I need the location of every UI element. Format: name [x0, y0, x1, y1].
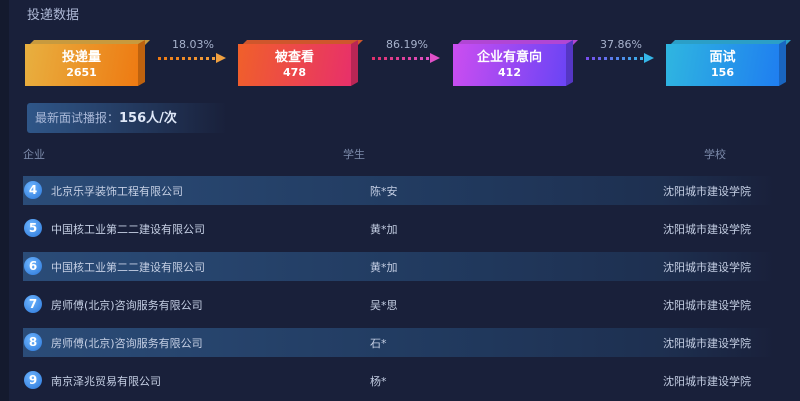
rank-badge: 4: [24, 181, 42, 199]
stage-value: 2651: [66, 66, 97, 79]
table-row[interactable]: 4 北京乐孚装饰工程有限公司 陈*安 沈阳城市建设学院: [23, 176, 775, 205]
banner-unit: 人/次: [146, 111, 177, 126]
rank-badge: 7: [24, 295, 42, 313]
school-cell: 沈阳城市建设学院: [663, 299, 751, 312]
funnel-stage[interactable]: 面试 156: [666, 39, 791, 86]
header-student[interactable]: 学生: [343, 148, 365, 161]
box-side: [138, 39, 145, 86]
student-cell: 黄*加: [370, 223, 398, 236]
company-cell: 房师傅(北京)咨询服务有限公司: [51, 337, 203, 350]
school-cell: 沈阳城市建设学院: [663, 223, 751, 236]
arrow-head-icon: [430, 53, 440, 63]
stage-value: 478: [283, 66, 306, 79]
table-row[interactable]: 5 中国核工业第二二建设有限公司 黄*加 沈阳城市建设学院: [23, 214, 775, 243]
banner-count: 156: [119, 111, 147, 126]
school-cell: 沈阳城市建设学院: [663, 375, 751, 388]
section-title: 投递数据: [27, 8, 80, 23]
dotted-line: [372, 57, 430, 60]
student-cell: 吴*思: [370, 299, 398, 312]
stage-label: 投递量: [61, 50, 101, 65]
conversion-arrow: 37.86%: [586, 38, 656, 68]
box-side: [566, 39, 573, 86]
school-cell: 沈阳城市建设学院: [663, 337, 751, 350]
table-row[interactable]: 8 房师傅(北京)咨询服务有限公司 石* 沈阳城市建设学院: [23, 328, 775, 357]
conversion-arrow: 18.03%: [158, 38, 228, 68]
conversion-rate: 86.19%: [386, 38, 428, 51]
arrow-head-icon: [644, 53, 654, 63]
conversion-rate: 18.03%: [172, 38, 214, 51]
stage-label: 被查看: [274, 50, 314, 65]
student-cell: 石*: [370, 337, 387, 350]
stage-value: 156: [711, 66, 734, 79]
company-cell: 南京泽兆贸易有限公司: [51, 375, 161, 388]
stage-value: 412: [498, 66, 521, 79]
table-row[interactable]: 6 中国核工业第二二建设有限公司 黄*加 沈阳城市建设学院: [23, 252, 775, 281]
left-edge: [0, 0, 9, 401]
student-cell: 杨*: [370, 375, 387, 388]
table-row[interactable]: 9 南京泽兆贸易有限公司 杨* 沈阳城市建设学院: [23, 366, 775, 395]
stage-label: 面试: [709, 50, 736, 65]
box-side: [351, 39, 358, 86]
school-cell: 沈阳城市建设学院: [663, 185, 751, 198]
school-cell: 沈阳城市建设学院: [663, 261, 751, 274]
rank-badge: 5: [24, 219, 42, 237]
rank-badge: 9: [24, 371, 42, 389]
funnel-stage[interactable]: 企业有意向 412: [453, 39, 578, 86]
company-cell: 北京乐孚装饰工程有限公司: [51, 185, 183, 198]
funnel-stage[interactable]: 被查看 478: [238, 39, 363, 86]
company-cell: 中国核工业第二二建设有限公司: [51, 261, 205, 274]
dotted-line: [586, 57, 644, 60]
student-cell: 陈*安: [370, 185, 398, 198]
box-side: [779, 39, 786, 86]
header-company[interactable]: 企业: [23, 148, 45, 161]
arrow-head-icon: [216, 53, 226, 63]
header-school[interactable]: 学校: [704, 148, 726, 161]
company-cell: 中国核工业第二二建设有限公司: [51, 223, 205, 236]
conversion-arrow: 86.19%: [372, 38, 442, 68]
rank-badge: 8: [24, 333, 42, 351]
company-cell: 房师傅(北京)咨询服务有限公司: [51, 299, 203, 312]
stage-label: 企业有意向: [476, 50, 542, 65]
dotted-line: [158, 57, 216, 60]
rank-badge: 6: [24, 257, 42, 275]
table-row[interactable]: 7 房师傅(北京)咨询服务有限公司 吴*思 沈阳城市建设学院: [23, 290, 775, 319]
conversion-rate: 37.86%: [600, 38, 642, 51]
interview-banner: 最新面试播报：156人/次: [27, 103, 227, 133]
banner-label: 最新面试播报：: [35, 111, 120, 125]
funnel-stage[interactable]: 投递量 2651: [25, 39, 150, 86]
student-cell: 黄*加: [370, 261, 398, 274]
